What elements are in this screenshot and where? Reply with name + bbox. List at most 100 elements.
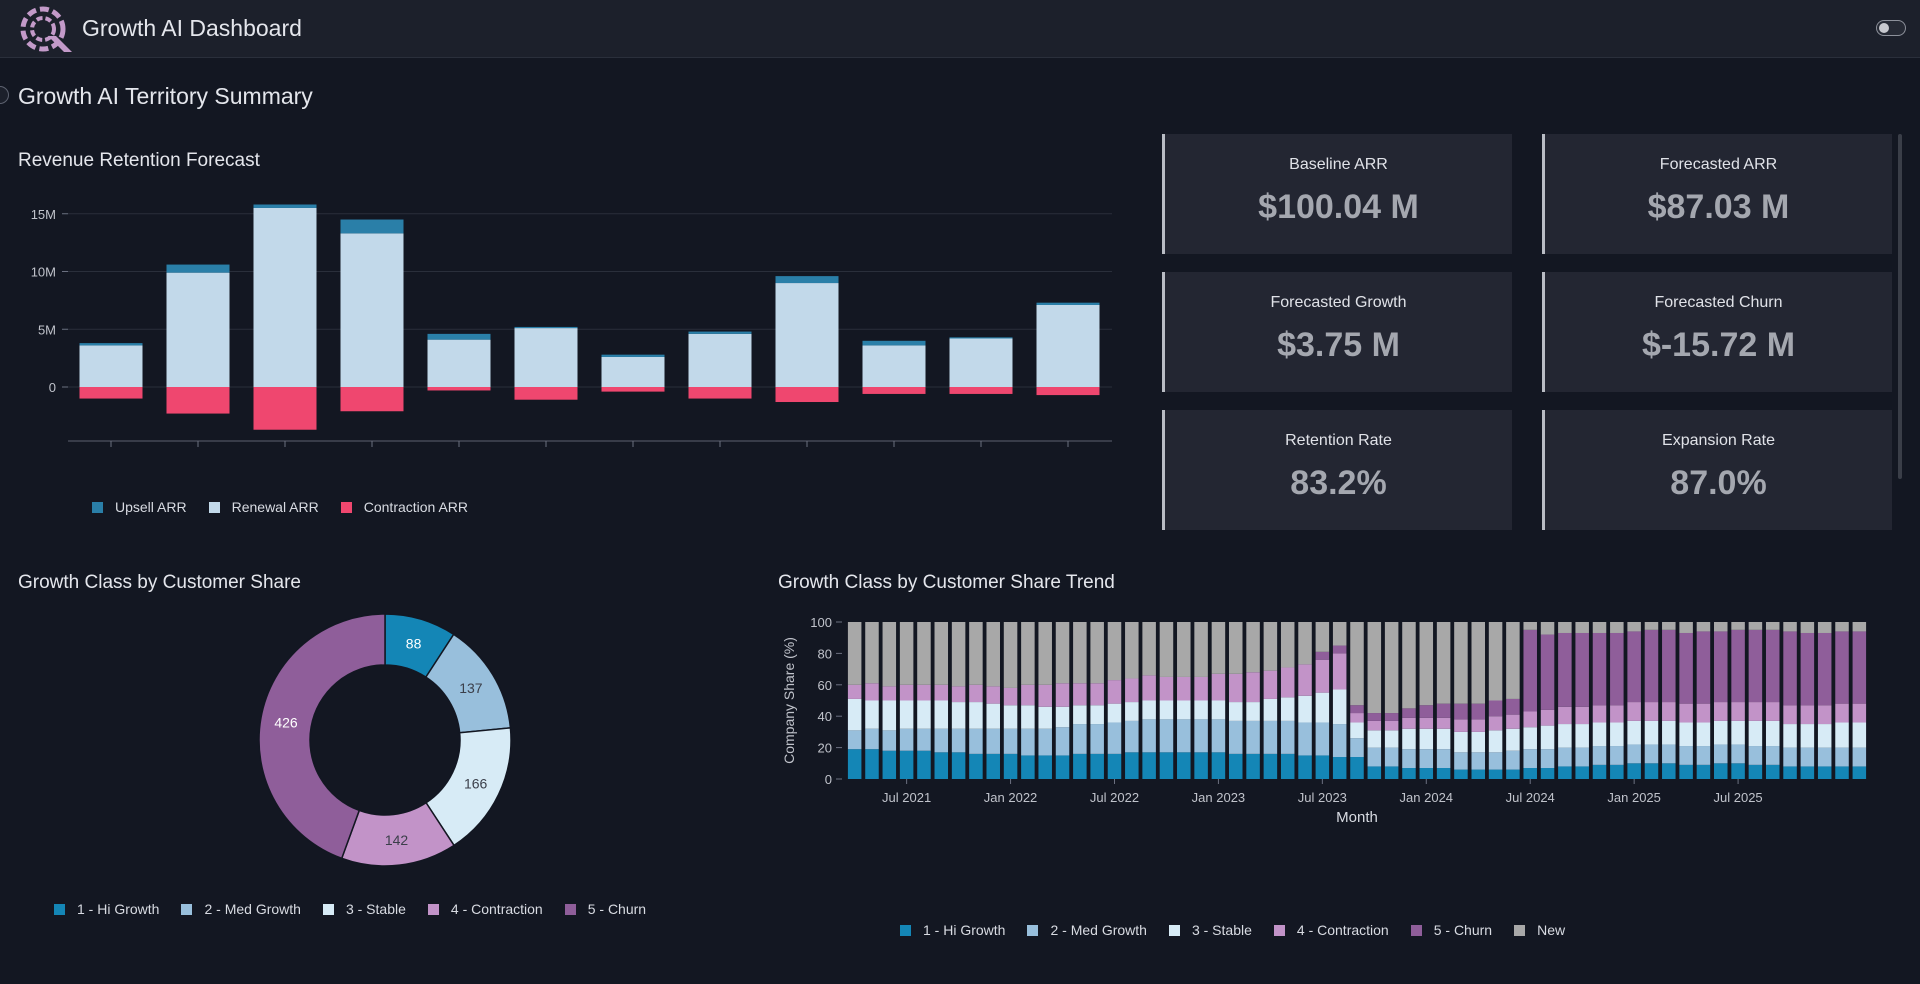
- trend-bar-segment: [1142, 700, 1156, 720]
- legend-label: 2 - Med Growth: [1050, 922, 1147, 938]
- bar-renewal-arr: [340, 233, 404, 387]
- trend-bar-segment: [1644, 763, 1659, 779]
- trend-bar-segment: [1367, 766, 1382, 779]
- trend-bar-segment: [1384, 766, 1399, 779]
- trend-bar-segment: [1384, 730, 1399, 748]
- trend-bar-segment: [1714, 720, 1728, 745]
- sidebar-expand-handle[interactable]: [0, 86, 9, 104]
- trend-bar-segment: [1228, 673, 1243, 703]
- trend-bar-segment: [1471, 703, 1486, 720]
- legend-label: New: [1537, 922, 1566, 938]
- trend-bar-segment: [1523, 768, 1537, 779]
- trend-bar-segment: [1436, 749, 1451, 769]
- legend-item-contraction[interactable]: 4 - Contraction: [427, 901, 543, 917]
- legend-label: Renewal ARR: [231, 499, 319, 515]
- trend-bar-segment: [1454, 752, 1468, 770]
- trend-bar-segment: [1107, 622, 1122, 681]
- trend-bar-segment: [1800, 724, 1815, 748]
- trend-bar-segment: [865, 683, 879, 701]
- trend-bar-segment: [1540, 634, 1555, 710]
- trend-bar-segment: [1592, 632, 1607, 706]
- kpi-scrollbar[interactable]: [1898, 134, 1902, 479]
- legend-item-renewal[interactable]: Renewal ARR: [208, 499, 319, 515]
- bar-upsell-arr: [253, 204, 317, 208]
- legend-item-med-growth[interactable]: 2 - Med Growth: [181, 901, 301, 917]
- legend-item-churn[interactable]: 5 - Churn: [564, 901, 646, 917]
- y-tick-label: 5M: [38, 322, 56, 337]
- trend-bar-segment: [1558, 632, 1572, 707]
- trend-bar-segment: [1280, 622, 1295, 668]
- trend-bar-segment: [934, 700, 949, 729]
- legend-item-hi-growth[interactable]: 1 - Hi Growth: [900, 922, 1005, 938]
- trend-bar-segment: [1731, 622, 1745, 630]
- trend-bar-segment: [969, 622, 983, 685]
- trend-bar-segment: [1280, 720, 1295, 754]
- legend-item-stable[interactable]: 3 - Stable: [322, 901, 406, 917]
- trend-bar-segment: [1280, 753, 1295, 779]
- trend-bar-segment: [1419, 728, 1434, 750]
- trend-bar-segment: [1523, 711, 1537, 728]
- trend-bar-segment: [986, 622, 1000, 687]
- trend-bar-segment: [1679, 632, 1693, 704]
- y-tick-label: 80: [818, 646, 832, 661]
- trend-bar-segment: [1662, 720, 1676, 745]
- legend-swatch: [1514, 924, 1526, 936]
- trend-bar-segment: [1558, 622, 1572, 633]
- kpi-card-expansion-rate: Expansion Rate 87.0%: [1542, 410, 1892, 530]
- trend-bar-segment: [1402, 728, 1416, 750]
- x-tick-label: Jul 2025: [1714, 790, 1763, 805]
- trend-bar-segment: [1454, 719, 1468, 732]
- legend-swatch: [181, 903, 193, 915]
- trend-bar-segment: [1800, 747, 1815, 767]
- trend-bar-segment: [1315, 722, 1330, 756]
- trend-bar-segment: [1592, 622, 1607, 633]
- legend-item-contraction[interactable]: Contraction ARR: [340, 499, 468, 515]
- kpi-value: $-15.72 M: [1641, 326, 1796, 364]
- trend-bar-segment: [1714, 702, 1728, 721]
- legend-item-contraction[interactable]: 4 - Contraction: [1273, 922, 1389, 938]
- legend-item-med-growth[interactable]: 2 - Med Growth: [1027, 922, 1147, 938]
- theme-toggle[interactable]: [1876, 20, 1906, 36]
- trend-bar-segment: [1055, 683, 1070, 707]
- trend-bar-segment: [1090, 724, 1104, 754]
- trend-bar-segment: [1575, 747, 1589, 767]
- legend-item-upsell[interactable]: Upsell ARR: [92, 499, 187, 515]
- legend-item-new[interactable]: New: [1514, 922, 1565, 938]
- legend-swatch: [322, 903, 334, 915]
- bar-renewal-arr: [601, 356, 665, 387]
- legend-swatch: [1273, 924, 1285, 936]
- kpi-value: 87.0%: [1670, 464, 1767, 502]
- bar-contraction-arr: [862, 387, 926, 394]
- trend-bar-segment: [1280, 697, 1295, 721]
- trend-bar-segment: [1125, 702, 1139, 721]
- trend-bar-segment: [1627, 763, 1641, 779]
- trend-bar-segment: [1055, 622, 1070, 684]
- trend-bar-segment: [1073, 724, 1087, 754]
- trend-bar-segment: [1575, 724, 1589, 748]
- trend-bar-segment: [1003, 622, 1018, 688]
- trend-bar-segment: [1506, 622, 1520, 699]
- legend-item-stable[interactable]: 3 - Stable: [1168, 922, 1252, 938]
- trend-bar-segment: [1228, 702, 1243, 721]
- trend-bar-segment: [1298, 722, 1312, 756]
- trend-bar-segment: [1419, 705, 1434, 718]
- legend-item-hi-growth[interactable]: 1 - Hi Growth: [54, 901, 159, 917]
- trend-bar-segment: [1627, 720, 1641, 745]
- trend-bar-segment: [934, 728, 949, 753]
- trend-bar-segment: [1488, 622, 1503, 701]
- trend-bar-segment: [1662, 744, 1676, 764]
- trend-bar-segment: [1263, 622, 1278, 671]
- trend-bar-segment: [1731, 702, 1745, 721]
- trend-bar-segment: [1852, 766, 1867, 779]
- trend-bar-segment: [1159, 622, 1174, 677]
- trend-bar-segment: [951, 702, 966, 729]
- trend-bar-segment: [1350, 757, 1364, 779]
- trend-bar-segment: [1263, 720, 1278, 754]
- trend-bar-segment: [1679, 722, 1693, 747]
- growth-class-trend-chart: 0 20 40 60 80 100 Company Share (%) Jul 2021 Jan…: [781, 615, 1867, 826]
- trend-bar-segment: [1298, 695, 1312, 723]
- trend-bar-segment: [882, 700, 897, 731]
- bar-upsell-arr: [601, 354, 665, 357]
- legend-item-churn[interactable]: 5 - Churn: [1410, 922, 1492, 938]
- trend-bar-segment: [1038, 622, 1052, 685]
